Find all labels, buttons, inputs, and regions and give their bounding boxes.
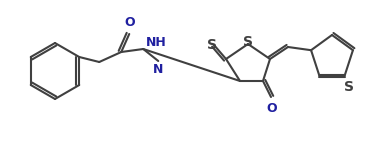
Text: S: S: [344, 80, 354, 94]
Text: N: N: [153, 63, 164, 76]
Text: NH: NH: [146, 37, 167, 49]
Text: S: S: [243, 35, 253, 49]
Text: O: O: [267, 102, 277, 115]
Text: O: O: [124, 16, 135, 29]
Text: S: S: [207, 38, 217, 52]
